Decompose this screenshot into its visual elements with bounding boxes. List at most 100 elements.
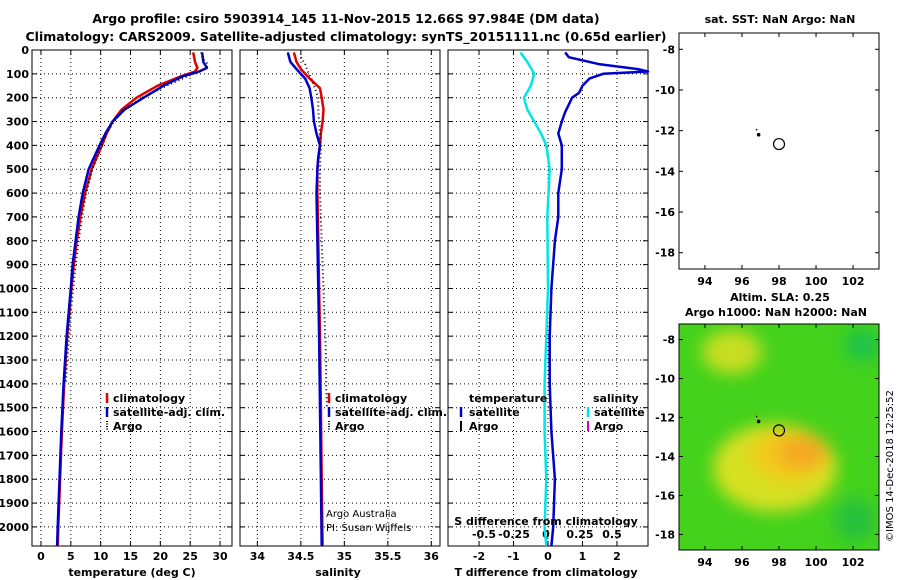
y-tick-label: 300 (6, 116, 29, 129)
map-x-tick-label: 102 (842, 556, 865, 569)
salinity-series (286, 52, 328, 547)
map-y-tick-label: -12 (655, 125, 675, 138)
temperature-axes-frame (31, 49, 233, 547)
x-tick-label: 35 (337, 550, 352, 563)
legend-label-s-satellite: satellite (594, 406, 645, 419)
y-tick-label: 1400 (0, 378, 29, 391)
legend-header-temperature: temperature (469, 392, 547, 405)
sla-map-panel: Altim. SLA: 0.25 Argo h1000: NaN h2000: … (655, 291, 880, 569)
y-tick-label: 900 (6, 259, 29, 272)
series-line-satellite-adj-clim- (55, 52, 209, 547)
legend-label-satellite: satellite-adj. clim. (335, 406, 447, 419)
map-y-tick-label: -18 (655, 528, 675, 541)
map-y-tick-label: -10 (655, 84, 675, 97)
map-x-tick-label: 96 (734, 275, 750, 288)
y-tick-label: 200 (6, 92, 29, 105)
x-tick-label: 34 (250, 550, 266, 563)
x-tick-label: 25 (183, 550, 198, 563)
y-tick-label: 500 (6, 163, 29, 176)
argo-position-circle (772, 137, 786, 151)
x-tick-label: 34.5 (287, 550, 314, 563)
difference-panel: -2 -1 0 1 2-0.5 -0.25 0 0.25 0.5 T difference fr… (447, 49, 650, 579)
y-tick-label: 700 (6, 211, 29, 224)
imos-credit: ©IMOS 14-Dec-2018 12:25:52 (885, 390, 896, 542)
legend-label-s-argo: Argo (594, 420, 624, 433)
series-line-temperature-satellite (548, 51, 650, 547)
y-tick-label: 1800 (0, 473, 29, 486)
sst-map-frame (678, 32, 880, 270)
map-y-tick-label: -12 (655, 412, 675, 425)
sst-map-title: sat. SST: NaN Argo: NaN (705, 13, 856, 26)
t-difference-xlabel: T difference from climatology (454, 566, 637, 579)
map-y-tick-label: -8 (663, 334, 675, 347)
series-line-satellite-adj-clim- (286, 52, 323, 547)
s-tick-label: -0.5 (472, 528, 496, 541)
map-x-tick-label: 100 (805, 275, 828, 288)
series-line-salinity-satellite (519, 51, 551, 547)
y-tick-label: 0 (21, 44, 29, 57)
map-x-tick-label: 94 (697, 556, 713, 569)
map-x-tick-label: 102 (842, 275, 865, 288)
y-tick-label: 1300 (0, 354, 29, 367)
map-y-tick-label: -16 (655, 489, 675, 502)
map-y-tick-label: -16 (655, 206, 675, 219)
salinity-legend: climatology satellite-adj. clim. Argo (327, 392, 447, 433)
temperature-panel: 0 5 10 15 20 25 300100200300400500600700800900… (0, 44, 233, 579)
x-tick-label: 1 (579, 550, 587, 563)
x-tick-label: 30 (212, 550, 228, 563)
s-tick-label: 0.5 (602, 528, 622, 541)
sla-region-green-low-south (835, 498, 875, 542)
note-pi: PI: Susan Wijffels (326, 523, 411, 534)
sla-map-subtitle: Argo h1000: NaN h2000: NaN (685, 306, 867, 319)
map-y-tick-label: -18 (655, 247, 675, 260)
sla-region-green-low (844, 329, 879, 361)
difference-series (519, 51, 650, 547)
argo-track-dot (756, 132, 761, 137)
sla-heatmap (679, 324, 879, 550)
s-tick-label: 0.25 (566, 528, 593, 541)
y-tick-label: 1600 (0, 426, 29, 439)
sla-map-title: Altim. SLA: 0.25 (730, 291, 830, 304)
note-argo-australia: Argo Australia (326, 509, 397, 520)
x-tick-label: -1 (507, 550, 519, 563)
sla-anomaly-field (702, 329, 879, 542)
y-tick-label: 2000 (0, 521, 29, 534)
argo-track-dot (756, 419, 761, 424)
x-tick-label: 5 (67, 550, 75, 563)
y-tick-label: 1700 (0, 449, 29, 462)
x-tick-label: 2 (613, 550, 621, 563)
y-tick-label: 1100 (0, 306, 29, 319)
argo-track-dot (755, 128, 758, 131)
series-line-climatology (56, 52, 199, 547)
y-tick-label: 800 (6, 235, 29, 248)
s-tick-label: -0.25 (498, 528, 530, 541)
s-difference-xlabel: S difference from climatology (454, 515, 638, 528)
x-tick-label: 35.5 (374, 550, 401, 563)
legend-label-t-satellite: satellite (469, 406, 520, 419)
legend-label-t-argo: Argo (469, 420, 499, 433)
legend-label-satellite: satellite-adj. clim. (113, 406, 225, 419)
salinity-xlabel: salinity (315, 566, 361, 579)
argo-track-dot (755, 415, 758, 418)
y-tick-label: 1000 (0, 282, 29, 295)
sla-region-yellow-north (702, 330, 762, 374)
x-tick-label: 36 (424, 550, 440, 563)
x-tick-label: -2 (473, 550, 485, 563)
y-tick-label: 1500 (0, 402, 29, 415)
y-tick-label: 1900 (0, 497, 29, 510)
series-line-argo (65, 52, 210, 384)
difference-legend: temperature salinity satellite Argo sate… (459, 392, 645, 433)
x-tick-label: 20 (153, 550, 169, 563)
salinity-axes-frame (239, 49, 441, 547)
y-tick-label: 400 (6, 139, 29, 152)
map-x-tick-label: 100 (805, 556, 828, 569)
x-tick-label: 15 (123, 550, 138, 563)
legend-header-salinity: salinity (593, 392, 639, 405)
map-x-tick-label: 94 (697, 275, 713, 288)
map-y-tick-label: -8 (663, 43, 675, 56)
legend-label-climatology: climatology (113, 392, 185, 405)
x-tick-label: 0 (544, 550, 552, 563)
x-tick-label: 10 (93, 550, 109, 563)
legend-label-climatology: climatology (335, 392, 407, 405)
y-tick-label: 100 (6, 68, 29, 81)
